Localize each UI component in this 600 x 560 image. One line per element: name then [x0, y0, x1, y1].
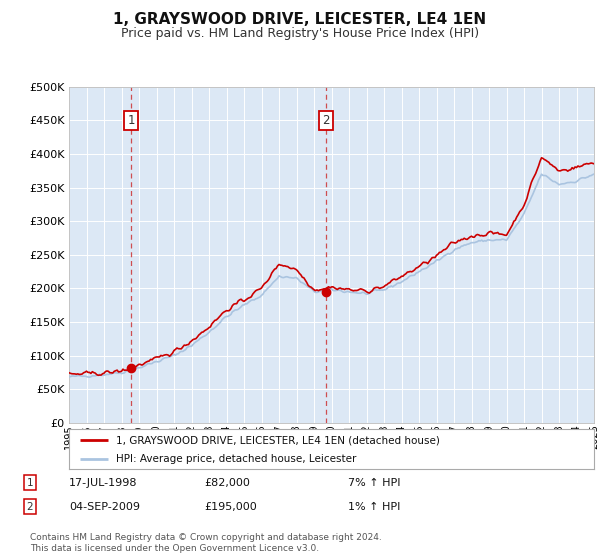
- Text: Contains HM Land Registry data © Crown copyright and database right 2024.
This d: Contains HM Land Registry data © Crown c…: [30, 533, 382, 553]
- Text: 1% ↑ HPI: 1% ↑ HPI: [348, 502, 400, 512]
- Text: 1, GRAYSWOOD DRIVE, LEICESTER, LE4 1EN: 1, GRAYSWOOD DRIVE, LEICESTER, LE4 1EN: [113, 12, 487, 27]
- Text: 1, GRAYSWOOD DRIVE, LEICESTER, LE4 1EN (detached house): 1, GRAYSWOOD DRIVE, LEICESTER, LE4 1EN (…: [116, 435, 440, 445]
- Text: HPI: Average price, detached house, Leicester: HPI: Average price, detached house, Leic…: [116, 454, 356, 464]
- Text: 1: 1: [127, 114, 134, 127]
- Text: £82,000: £82,000: [204, 478, 250, 488]
- Text: 7% ↑ HPI: 7% ↑ HPI: [348, 478, 401, 488]
- Text: £195,000: £195,000: [204, 502, 257, 512]
- Text: 1: 1: [26, 478, 34, 488]
- Text: 2: 2: [26, 502, 34, 512]
- Text: 17-JUL-1998: 17-JUL-1998: [69, 478, 137, 488]
- Text: 2: 2: [322, 114, 329, 127]
- Text: Price paid vs. HM Land Registry's House Price Index (HPI): Price paid vs. HM Land Registry's House …: [121, 27, 479, 40]
- Text: 04-SEP-2009: 04-SEP-2009: [69, 502, 140, 512]
